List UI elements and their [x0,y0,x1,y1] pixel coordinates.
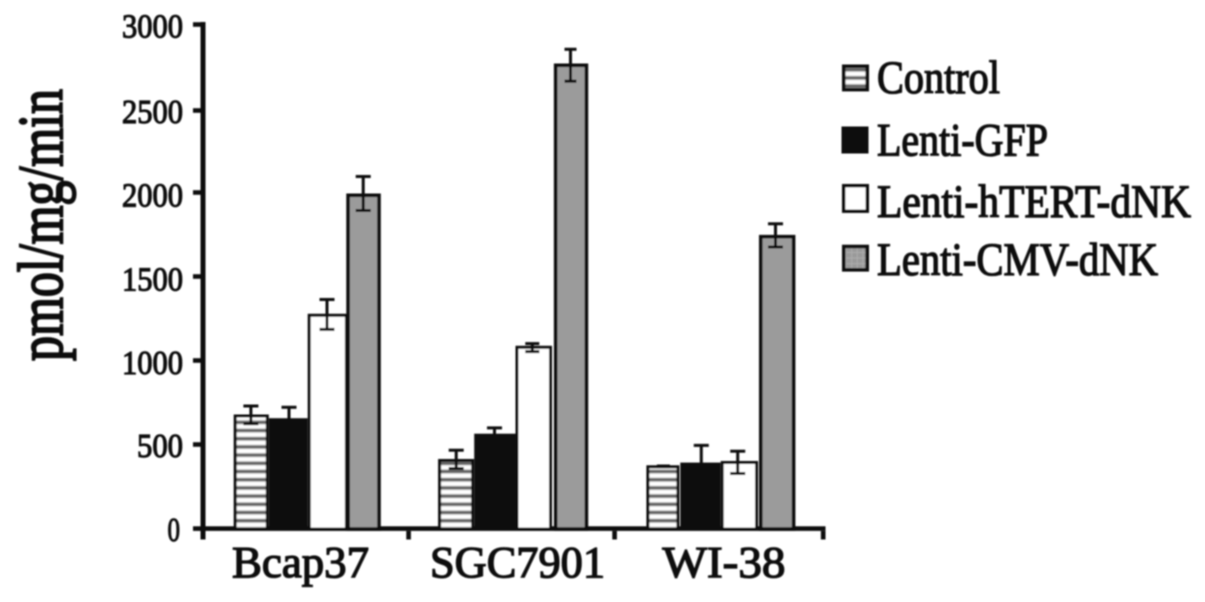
svg-text:2000: 2000 [122,178,183,215]
svg-text:pmol/mg/min: pmol/mg/min [6,89,76,361]
svg-text:Bcap37: Bcap37 [232,538,369,587]
svg-text:Lenti-CMV-dNK: Lenti-CMV-dNK [877,234,1158,286]
svg-text:Lenti-hTERT-dNK: Lenti-hTERT-dNK [877,176,1191,228]
svg-text:3000: 3000 [122,9,183,46]
svg-text:Lenti-GFP: Lenti-GFP [877,115,1048,167]
svg-text:1500: 1500 [122,262,183,299]
svg-text:SGC7901: SGC7901 [430,538,605,587]
svg-text:WI-38: WI-38 [663,538,786,587]
svg-text:0: 0 [168,512,181,549]
svg-text:500: 500 [137,428,183,465]
svg-text:1000: 1000 [122,345,183,382]
svg-text:Control: Control [877,52,1000,104]
svg-text:2500: 2500 [122,94,183,131]
